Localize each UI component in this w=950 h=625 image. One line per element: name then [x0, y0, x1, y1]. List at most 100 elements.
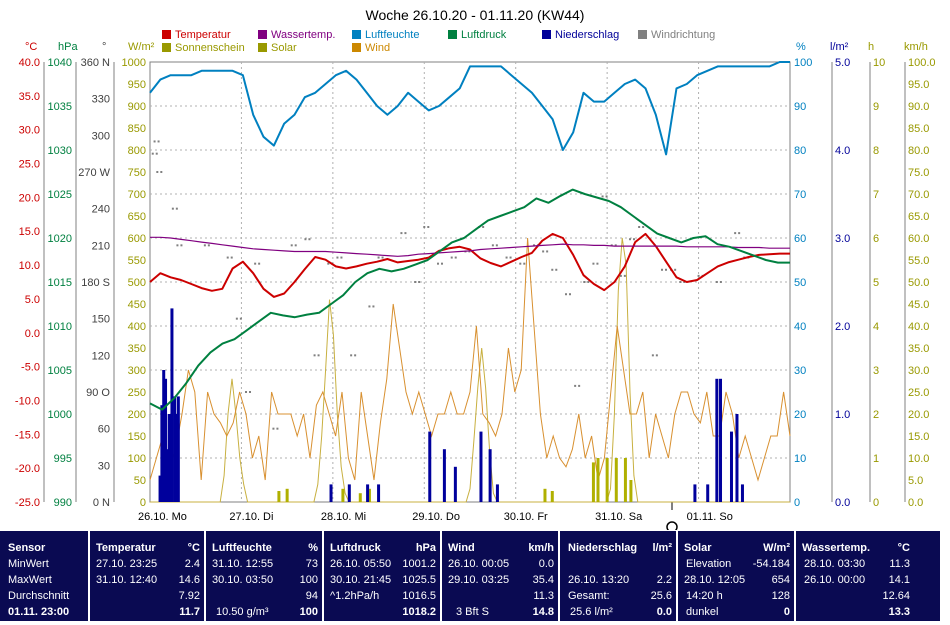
- wind-header: Wind: [448, 542, 475, 554]
- winddir-point: [207, 244, 210, 247]
- axis-tick-sun: 3: [873, 365, 879, 377]
- rain-header: Niederschlag: [568, 542, 638, 554]
- rain-total-value: 25.6: [650, 590, 672, 602]
- sunshine-bar: [367, 488, 371, 502]
- rain-bar: [165, 449, 169, 502]
- axis-tick-winddir: 150: [92, 314, 110, 326]
- winddir-point: [372, 305, 375, 308]
- winddir-point: [437, 262, 439, 265]
- winddir-point: [542, 250, 545, 253]
- axis-tick-temp: 20.0: [19, 192, 40, 204]
- axis-tick-rain: 1.0: [835, 409, 850, 421]
- axis-tick-press: 1010: [48, 321, 72, 333]
- wind-now-value: 14.8: [532, 606, 554, 618]
- sunshine-bar: [285, 488, 289, 502]
- winddir-point: [258, 262, 261, 265]
- winddir-point: [601, 195, 604, 198]
- rain-bar: [173, 396, 177, 502]
- legend-label: Wind: [365, 42, 390, 54]
- axis-tick-temp: -15.0: [15, 429, 40, 441]
- axis-tick-winddir: 210: [92, 240, 110, 252]
- rain-bar: [170, 308, 174, 502]
- rain-bar: [329, 484, 333, 502]
- x-tick-label: 27.10. Di: [229, 511, 273, 523]
- winddir-point: [245, 391, 247, 393]
- legend-label: Sonnenschein: [175, 42, 245, 54]
- rain-now-value: 0.0: [656, 606, 672, 618]
- axis-tick-wind: 50.0: [908, 277, 929, 289]
- winddir-point: [157, 140, 160, 143]
- axis-tick-sun: 7: [873, 189, 879, 201]
- legend-label: Niederschlag: [555, 29, 619, 41]
- axis-tick-press: 1020: [48, 233, 72, 245]
- winddir-point: [230, 256, 233, 259]
- axis-unit-rain: l/m²: [830, 41, 849, 53]
- water-now-value: 13.3: [888, 606, 910, 618]
- press-now-value: 1018.2: [402, 606, 436, 618]
- wind-avg-value: 11.3: [533, 590, 554, 602]
- water-min-time: 28.10. 03:30: [804, 558, 866, 570]
- legend-label: Luftfeuchte: [365, 29, 419, 41]
- rain-bar: [479, 431, 483, 502]
- axis-tick-hum: 90: [794, 101, 806, 113]
- axis-tick-winddir: 300: [92, 130, 110, 142]
- rain-bar: [729, 431, 733, 502]
- winddir-point: [327, 262, 330, 265]
- axis-tick-winddir: 330: [92, 94, 110, 106]
- axis-tick-press: 990: [54, 497, 72, 509]
- label-avg: Durchschnitt: [8, 590, 70, 602]
- winddir-point: [290, 244, 293, 247]
- legend-label: Wassertemp.: [271, 29, 335, 41]
- rain-bar: [495, 484, 499, 502]
- winddir-point: [623, 274, 626, 277]
- press-min-value: 1001.2: [402, 558, 436, 570]
- legend-label: Temperatur: [175, 29, 231, 41]
- winddir-point: [381, 256, 384, 259]
- winddir-point: [605, 195, 608, 198]
- x-tick-label: 30.10. Fr: [504, 511, 548, 523]
- hum-max-value: 100: [299, 574, 318, 586]
- axis-tick-solar: 50: [134, 475, 146, 487]
- legend: Temperatur Wassertemp. Luftfeuchte Luftdruc…: [162, 29, 715, 54]
- hum-avg-value: 94: [305, 590, 318, 602]
- winddir-point: [176, 244, 179, 247]
- winddir-point: [523, 262, 526, 265]
- series-line-luftdruck: [149, 188, 790, 411]
- axis-tick-wind: 40.0: [908, 321, 929, 333]
- axis-tick-wind: 60.0: [908, 233, 929, 245]
- rain-bar: [162, 370, 166, 502]
- axis-unit-hum: %: [796, 41, 806, 53]
- axis-tick-temp: 25.0: [19, 159, 40, 171]
- rain-bar: [175, 414, 179, 502]
- axis-tick-press: 995: [54, 453, 72, 465]
- winddir-point: [153, 140, 156, 143]
- rain-bar: [715, 378, 719, 502]
- rain-bar: [160, 405, 164, 502]
- hum-max-time: 30.10. 03:50: [212, 574, 274, 586]
- winddir-point: [619, 274, 622, 277]
- sunshine-bar: [591, 462, 595, 502]
- axis-tick-wind: 10.0: [908, 453, 929, 465]
- sunshine-bar: [358, 493, 362, 502]
- rain-bar: [488, 449, 492, 502]
- label-now: 01.11. 23:00: [8, 606, 70, 618]
- winddir-point: [614, 244, 617, 247]
- axis-tick-solar: 300: [128, 365, 146, 377]
- press-min-time: 26.10. 05:50: [330, 558, 392, 570]
- rain-bar: [176, 396, 180, 502]
- axis-tick-temp: 5.0: [25, 294, 40, 306]
- winddir-point: [738, 232, 741, 235]
- press-max-time: 30.10. 21:45: [330, 574, 392, 586]
- rain-now-text: 25.6 l/m²: [570, 606, 613, 618]
- axis-tick-rain: 2.0: [835, 321, 850, 333]
- winddir-point: [596, 262, 599, 265]
- series-wind: [149, 237, 791, 482]
- axis-tick-wind: 45.0: [908, 299, 929, 311]
- legend-label: Solar: [271, 42, 297, 54]
- axis-tick-solar: 500: [128, 277, 146, 289]
- hum-now-text: 10.50 g/m³: [216, 606, 269, 618]
- winddir-point: [423, 226, 426, 228]
- winddir-point: [336, 256, 339, 259]
- winddir-point: [592, 262, 595, 265]
- axis-tick-solar: 0: [140, 497, 146, 509]
